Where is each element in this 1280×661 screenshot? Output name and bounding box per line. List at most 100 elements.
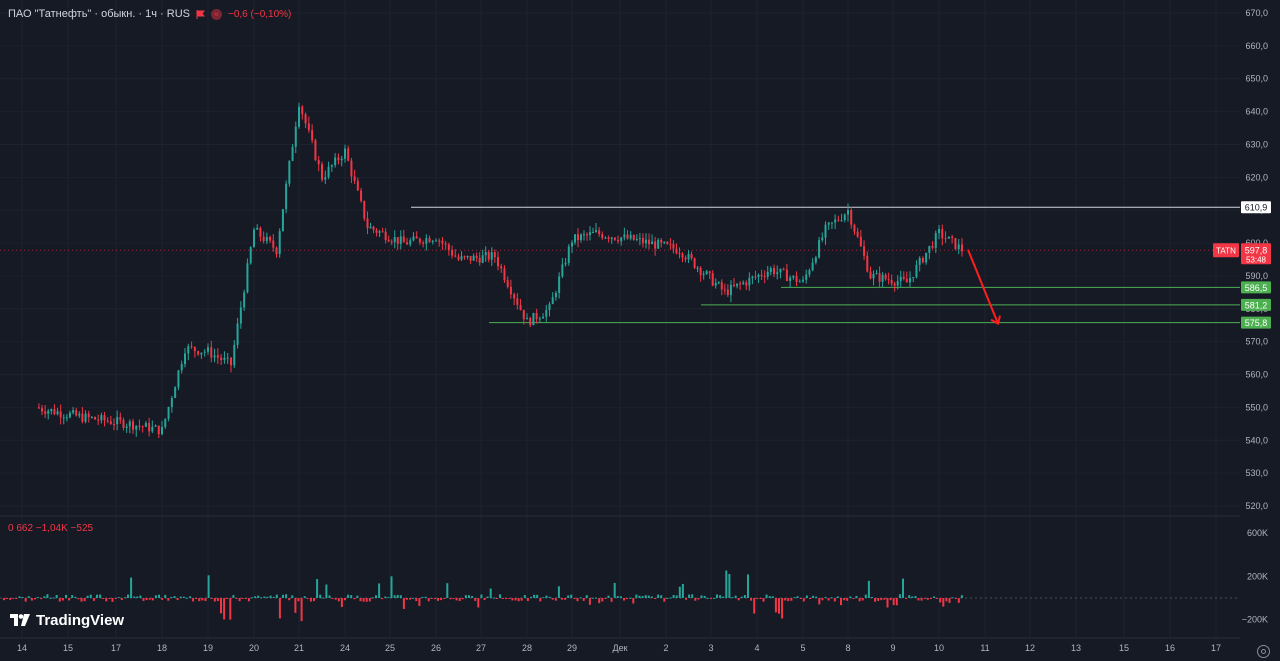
volume-bar — [564, 598, 567, 600]
volume-bar — [192, 598, 195, 602]
candle-body — [957, 244, 960, 250]
volume-bar — [58, 598, 61, 602]
volume-bar — [747, 574, 749, 598]
candle-body — [863, 246, 866, 256]
candle-body — [941, 228, 944, 239]
candle-body — [542, 316, 545, 319]
volume-bar — [275, 594, 278, 598]
volume-bar — [812, 595, 815, 598]
candle-body — [798, 281, 801, 283]
volume-bar — [176, 598, 179, 601]
volume-bar — [288, 598, 291, 601]
volume-bar — [598, 598, 601, 604]
candle-body — [586, 234, 588, 236]
candle-body — [669, 243, 672, 245]
volume-bar — [254, 596, 257, 598]
volume-bar — [117, 597, 120, 599]
candle-body — [451, 250, 454, 256]
volume-bar — [334, 598, 337, 600]
volume-bar — [291, 595, 294, 598]
volume-bar — [740, 596, 743, 598]
candle-body — [128, 421, 131, 427]
price-tick-label: 550,0 — [1245, 402, 1268, 412]
volume-bar — [18, 596, 21, 598]
candle-body — [723, 289, 726, 291]
projection-line — [967, 249, 999, 324]
volume-bar — [89, 594, 92, 598]
volume-bar — [303, 596, 306, 598]
candle-body — [109, 421, 112, 424]
volume-bar — [855, 596, 858, 598]
volume-bar — [390, 576, 393, 598]
volume-bar — [908, 595, 911, 598]
candle-body — [827, 222, 830, 225]
volume-bar — [61, 598, 64, 601]
volume-bar — [477, 598, 480, 608]
volume-bar — [232, 595, 235, 598]
candle-body — [340, 158, 343, 161]
volume-bar — [867, 580, 870, 598]
level-label: 575,8 — [1245, 318, 1268, 328]
time-tick-label: 29 — [567, 643, 577, 653]
candle-body — [37, 407, 40, 409]
candle-body — [754, 276, 757, 278]
volume-bar — [539, 598, 542, 602]
symbol-title[interactable]: ПАО "Татнефть" · обыкн. · 1ч · RUS — [8, 8, 190, 20]
candle-body — [384, 231, 387, 241]
volume-bar — [495, 598, 498, 599]
candle-body — [174, 387, 177, 399]
gear-icon[interactable] — [1257, 645, 1270, 658]
volume-bar — [895, 598, 898, 606]
volume-bar — [629, 597, 632, 599]
candle-body — [125, 426, 128, 428]
volume-bar — [235, 598, 238, 599]
candle-body — [808, 270, 811, 275]
volume-bar — [148, 598, 151, 600]
candle-body — [513, 294, 516, 299]
candle-body — [931, 245, 934, 248]
candle-body — [944, 238, 947, 240]
volume-bar — [399, 595, 402, 598]
candle-body — [81, 413, 84, 422]
volume-bar — [189, 596, 191, 598]
candle-body — [516, 298, 519, 305]
candle-body — [681, 253, 684, 258]
candle-body — [249, 247, 252, 264]
volume-bar — [567, 595, 570, 598]
candle-body — [62, 417, 65, 419]
candle-body — [675, 248, 678, 254]
candle-body — [757, 274, 760, 277]
volume-bar — [706, 597, 709, 599]
volume-bar — [127, 594, 129, 598]
tradingview-brand[interactable]: TradingView — [10, 612, 124, 629]
candle-body — [154, 425, 157, 427]
candle-body — [135, 425, 138, 430]
candle-body — [500, 266, 503, 269]
volume-bar — [173, 596, 176, 598]
volume-axis[interactable]: 600K 200K −200K — [1242, 528, 1268, 625]
candle-body — [193, 346, 196, 352]
volume-bar — [316, 579, 319, 598]
volume-bar — [247, 598, 250, 602]
volume-bar — [871, 596, 873, 598]
volume-bar — [328, 595, 331, 598]
volume-bar — [846, 598, 849, 601]
level-label-bg — [1241, 298, 1271, 311]
volume-bar — [440, 598, 443, 601]
candle-body — [748, 277, 751, 286]
volume-bar — [204, 598, 207, 602]
volume-bar — [170, 596, 173, 598]
candle-body — [113, 423, 115, 425]
candle-body — [687, 253, 690, 260]
current-price-bg — [1241, 243, 1271, 265]
price-tick-label: 630,0 — [1245, 139, 1268, 149]
volume-bar — [350, 595, 353, 598]
tradingview-logo-icon — [10, 613, 30, 629]
flag-icon[interactable] — [196, 9, 206, 19]
axis-price-labels: 610,9 586,5 581,2 575,8 TATN 597,853:48 — [1213, 201, 1271, 329]
candle-body — [53, 409, 56, 415]
time-axis[interactable]: 14 15 17 18 19 20 21 24 25 26 27 28 29 Дек 2 3 4 5 8 9 10 11 1… — [17, 643, 1221, 653]
volume-bar — [34, 598, 36, 600]
volume-bar — [666, 597, 669, 599]
